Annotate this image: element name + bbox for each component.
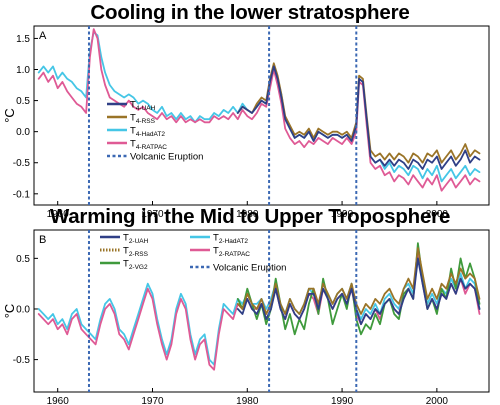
legend-label: T2-RATPAC <box>213 246 250 259</box>
chart-title-a: Cooling in the lower stratosphere <box>90 1 410 24</box>
x-tick-label: 1990 <box>331 209 354 220</box>
legend-label: T4-HadAT2 <box>130 126 165 139</box>
x-tick-label: 1970 <box>141 209 164 220</box>
x-tick-label: 2000 <box>426 396 449 405</box>
legend-label: T4-UAH <box>130 100 156 113</box>
y-tick-label: 0.0 <box>16 304 30 315</box>
legend-label: T2-UAH <box>123 233 149 246</box>
legend-label: T2-RSS <box>123 246 149 259</box>
y-tick-label: 1.5 <box>16 34 30 45</box>
plot-pb: 1960 1970 1980 1990 2000-0.50.00.5°CB T2-UAH T… <box>2 229 490 405</box>
y-tick-label: -0.1 <box>13 189 31 200</box>
series-line-t4-uah <box>236 65 481 170</box>
legend-pb: T2-UAH T2-HadAT2 T2-RSS T2-RATPAC T2-VG2 Volc… <box>100 233 286 274</box>
x-tick-label: 1980 <box>236 396 259 405</box>
panel-label-pb: B <box>39 234 46 246</box>
x-tick-label: 1970 <box>141 396 164 405</box>
y-tick-label: 1.0 <box>16 65 30 76</box>
x-tick-label: 1990 <box>331 396 354 405</box>
chart-title-b: Warming in the Mid to Upper Troposphere <box>49 205 451 228</box>
y-tick-label: -0.5 <box>13 355 31 366</box>
y-tick-label: 0.5 <box>16 96 30 107</box>
legend-label: T4-RSS <box>130 113 156 126</box>
y-tick-label: 0.0 <box>16 127 30 138</box>
series-line-t2-rss <box>236 247 481 315</box>
legend-label: T2-VG2 <box>123 259 148 272</box>
x-tick-label: 2000 <box>426 209 449 220</box>
legend-label: T4-RATPAC <box>130 139 167 152</box>
y-axis-label: °C <box>2 108 17 123</box>
plot-pa: 1960 1970 1980 1990 2000 -0.1 -0.5 0.0 0.5 1.0 1.5… <box>2 25 490 220</box>
y-tick-label: 0.5 <box>16 254 30 265</box>
legend-label: T2-HadAT2 <box>213 233 248 246</box>
panel-label-pa: A <box>39 30 47 42</box>
y-axis-label: °C <box>2 304 17 319</box>
series-line-t2-uah <box>236 257 481 326</box>
series-line-t2-hadat2 <box>37 257 481 366</box>
series-line-t4-ratpac <box>37 28 481 192</box>
plot-frame-pb <box>33 229 490 393</box>
plot-frame-pa <box>33 25 490 206</box>
x-tick-label: 1960 <box>47 396 70 405</box>
y-tick-label: -0.5 <box>13 158 31 169</box>
legend-label: Volcanic Eruption <box>213 263 286 274</box>
x-tick-label: 1980 <box>236 209 259 220</box>
legend-label: Volcanic Eruption <box>130 152 203 163</box>
x-tick-label: 1960 <box>47 209 70 220</box>
